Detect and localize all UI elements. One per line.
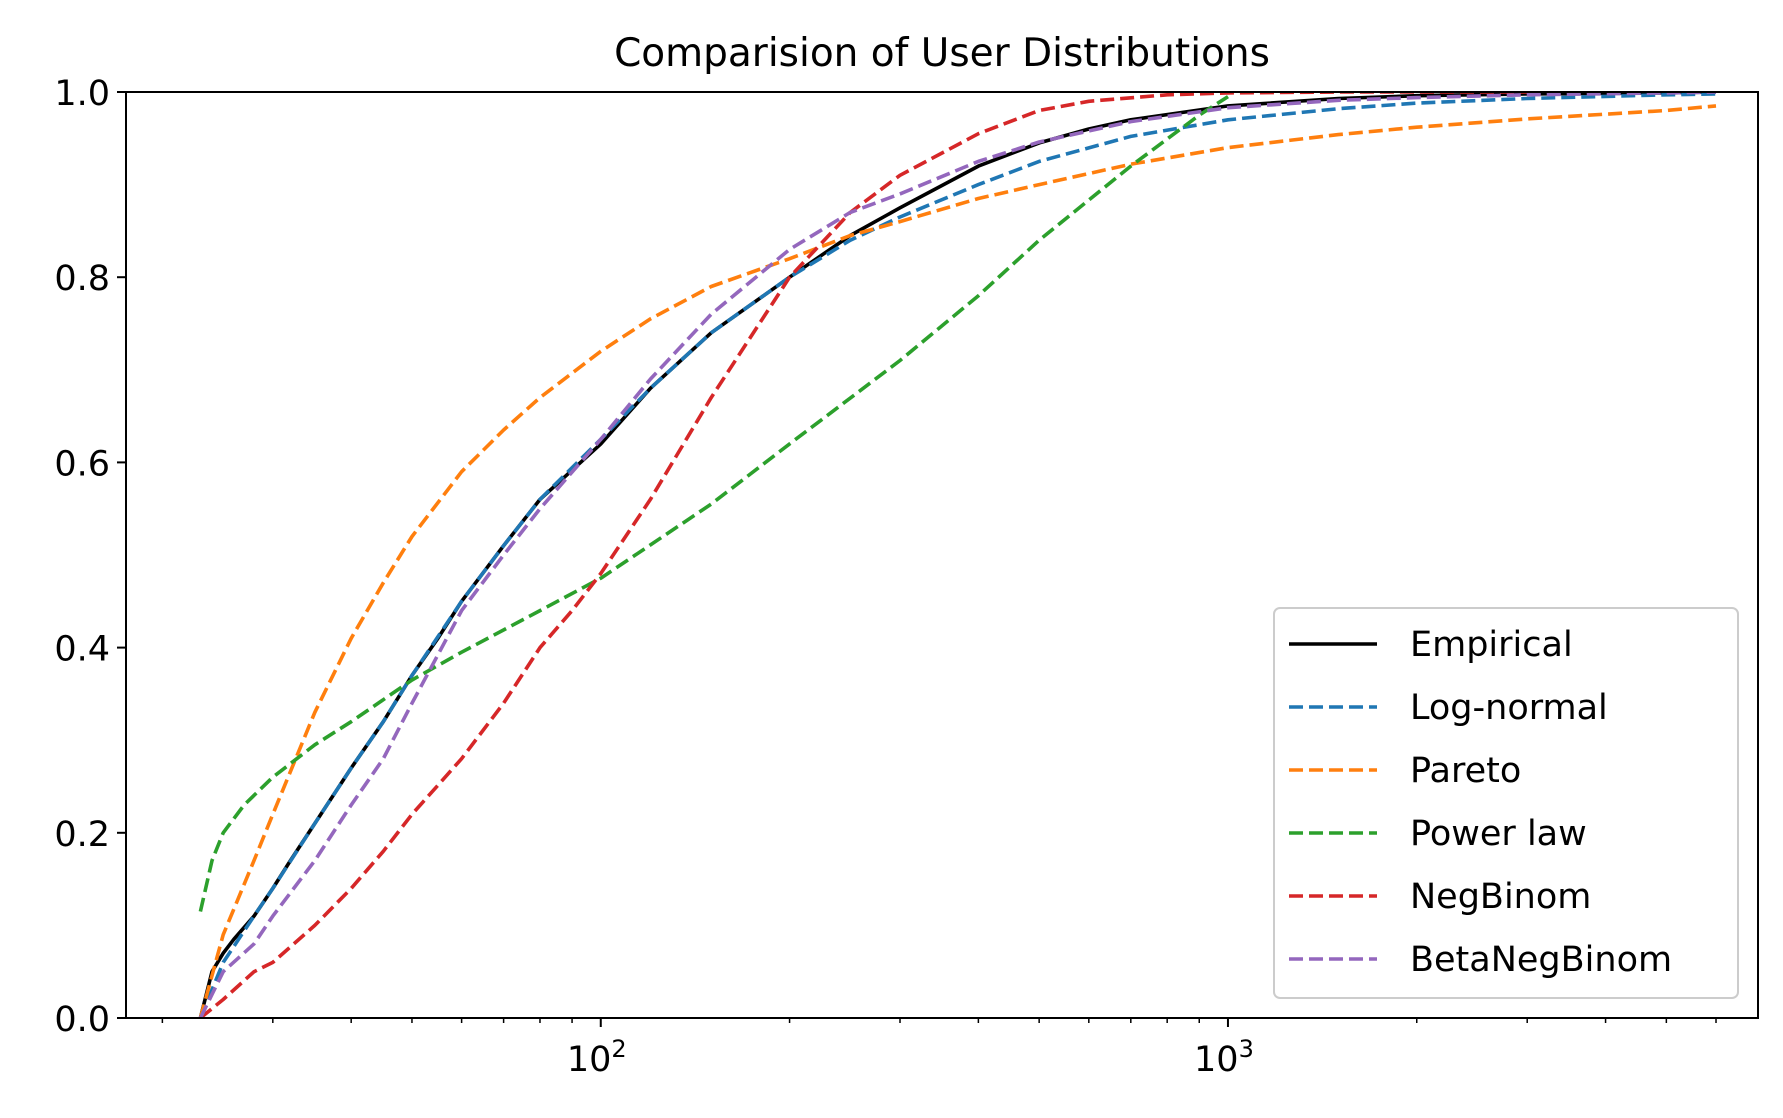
series-line-negbinom <box>199 92 1528 1018</box>
x-tick-exponent: 3 <box>1239 1035 1254 1063</box>
y-tick-label: 0.4 <box>54 630 110 670</box>
legend-label-negbinom: NegBinom <box>1410 877 1591 917</box>
legend-label-pareto: Pareto <box>1410 751 1521 791</box>
y-tick-label: 0.0 <box>54 1000 110 1040</box>
series-layer <box>198 92 1717 1018</box>
series-line-power-law <box>198 95 1229 912</box>
y-tick-label: 0.6 <box>54 444 110 484</box>
y-tick-label: 0.8 <box>54 259 110 299</box>
x-tick-label: 103 <box>1194 1035 1254 1080</box>
x-axis: 102 103 <box>161 1018 1717 1080</box>
y-tick-label: 0.2 <box>54 815 110 855</box>
legend-label-power-law: Power law <box>1410 814 1587 854</box>
x-tick-exponent: 2 <box>611 1035 626 1063</box>
legend-box <box>1273 607 1739 999</box>
chart-title: Comparision of User Distributions <box>614 31 1270 76</box>
y-axis: 0.0 0.2 0.4 0.6 0.8 1.0 <box>54 74 126 1040</box>
legend: Empirical Log-normal Pareto Power law NegBin… <box>1273 607 1739 999</box>
x-tick-base: 10 <box>567 1040 612 1080</box>
legend-label-betanegbinom: BetaNegBinom <box>1410 940 1672 980</box>
plot-area-frame <box>125 91 1759 1019</box>
legend-label-empirical: Empirical <box>1410 625 1573 665</box>
series-line-betanegbinom <box>198 92 1717 1018</box>
x-tick-base: 10 <box>1194 1040 1239 1080</box>
y-tick-label: 1.0 <box>54 74 110 114</box>
series-line-pareto <box>198 104 1717 1018</box>
x-tick-label: 102 <box>567 1035 627 1080</box>
legend-label-log-normal: Log-normal <box>1410 688 1608 728</box>
